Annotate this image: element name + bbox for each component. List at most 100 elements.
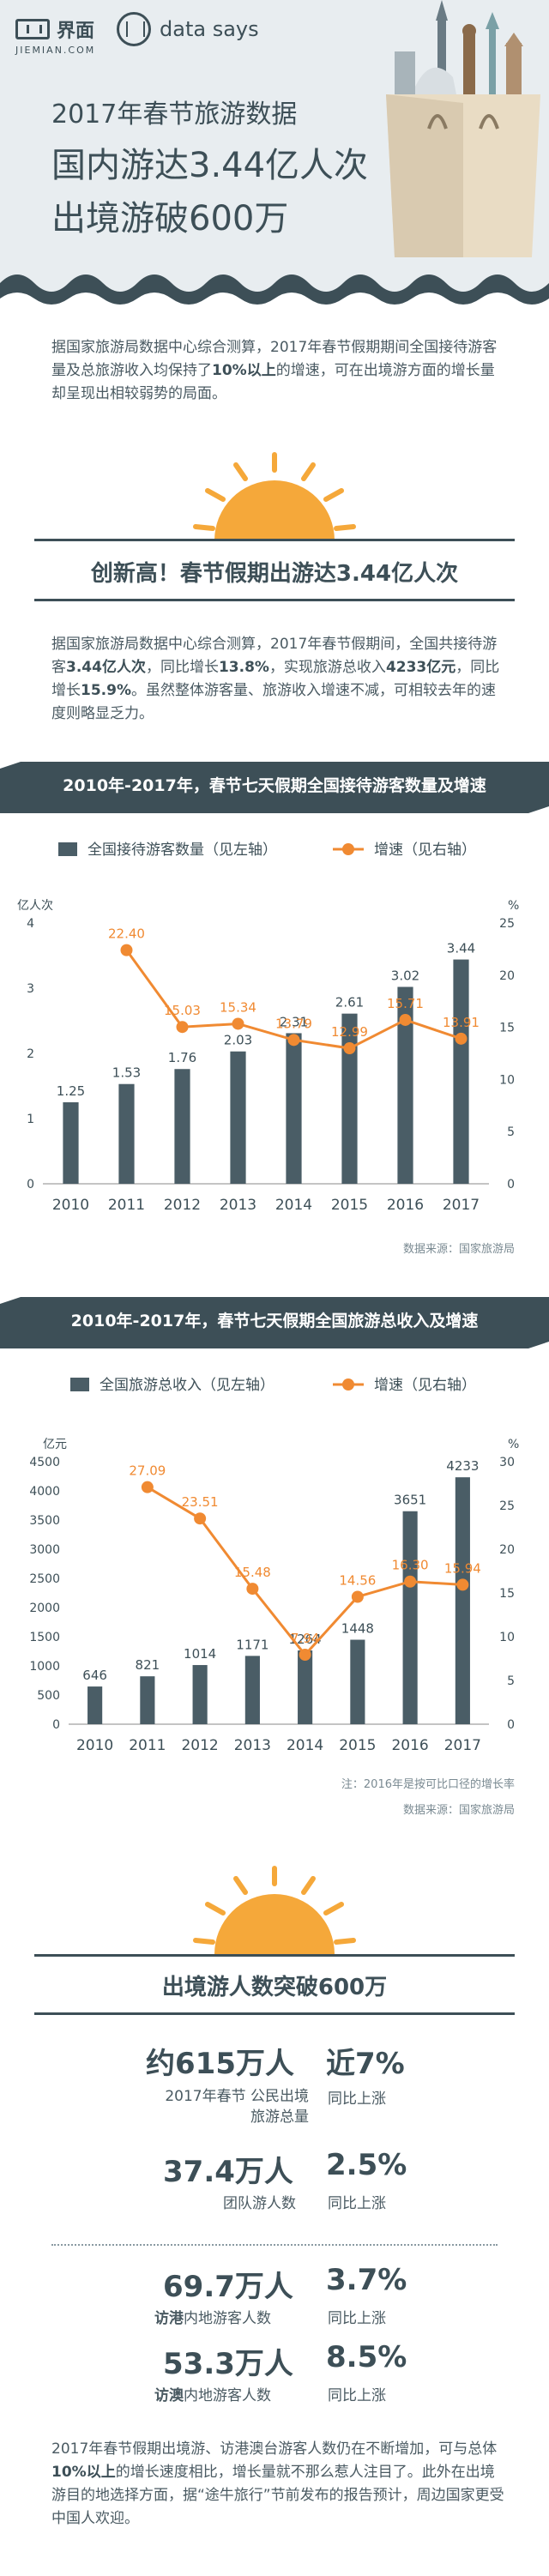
y-right-tick-label: 25 <box>499 1499 515 1513</box>
bar <box>453 959 469 1184</box>
stat-hk-total: 69.7万人 <box>163 2270 293 2304</box>
y-tick-label: 4000 <box>29 1485 60 1499</box>
y-right-tick-label: 10 <box>499 1631 515 1644</box>
headline-top-line <box>34 539 515 541</box>
y-axis-label: 亿人次 <box>17 899 53 913</box>
stat-outbound-total: 约615万人 <box>146 2047 294 2081</box>
growth-point <box>232 1017 244 1030</box>
sun-icon-2 <box>193 1866 356 1954</box>
stat-group-label: 团队游人数 <box>223 2195 296 2212</box>
growth-point <box>456 1578 469 1591</box>
x-tick-label: 2017 <box>444 1737 481 1754</box>
bar <box>174 1069 190 1184</box>
x-tick-label: 2016 <box>387 1197 424 1214</box>
y-tick-label: 2500 <box>29 1572 60 1586</box>
stat-hk-label-bold: 访港 <box>154 2310 184 2327</box>
x-tick-label: 2015 <box>331 1197 368 1214</box>
y-axis-right-label: % <box>508 899 519 913</box>
growth-point <box>176 1021 189 1034</box>
headline2-bottom-line <box>34 2012 515 2015</box>
bar-value-label: 821 <box>136 1657 160 1673</box>
intro-text: 据国家旅游局数据中心综合测算，2017年春节假期期间全国接待游客量及总旅游收入均… <box>51 339 498 379</box>
x-tick-label: 2014 <box>287 1737 323 1754</box>
data-says-label: data says <box>160 17 259 41</box>
s1-revenue: 4233亿元 <box>385 659 456 676</box>
y-tick-label: 0 <box>52 1718 60 1732</box>
intro-highlight: 10%以上 <box>212 362 276 379</box>
chart2-banner-bg <box>0 1297 549 1348</box>
stat-outbound-pct-label: 同比上涨 <box>328 2090 386 2108</box>
bar-value-label: 2.31 <box>280 1014 308 1029</box>
y-right-tick-label: 0 <box>507 1178 515 1191</box>
growth-value-label: 7.94 <box>291 1631 319 1646</box>
y-right-tick-label: 30 <box>499 1456 515 1469</box>
x-tick-label: 2010 <box>52 1197 89 1214</box>
bar-value-label: 1014 <box>184 1646 216 1662</box>
growth-point <box>194 1512 207 1525</box>
section1-headline: 创新高！春节假期出游达3.44亿人次 <box>90 561 459 587</box>
y-tick-label: 4500 <box>29 1456 60 1469</box>
bar-value-label: 1.25 <box>57 1083 85 1099</box>
growth-value-label: 15.34 <box>220 999 256 1015</box>
bar-value-label: 3.02 <box>391 968 419 983</box>
growth-value-label: 13.79 <box>275 1016 312 1031</box>
y-tick-label: 0 <box>27 1178 34 1191</box>
outro-paragraph: 2017年春节假期出境游、访港澳台游客人数仍在不断增加，可与总体 10%以上的增长… <box>51 2438 506 2531</box>
bar-value-label: 3.44 <box>447 941 475 956</box>
stat-macau-pct-label: 同比上涨 <box>328 2387 386 2404</box>
bar <box>402 1511 418 1724</box>
section2-headline: 出境游人数突破600万 <box>161 1975 388 2000</box>
bar <box>244 1656 260 1724</box>
x-tick-label: 2010 <box>76 1737 113 1754</box>
growth-point <box>287 1034 300 1047</box>
legend-line-label: 增速（见右轴） <box>374 842 476 859</box>
s1-revenue-growth: 15.9% <box>81 682 131 699</box>
bar-value-label: 2.03 <box>224 1033 252 1048</box>
growth-value-label: 22.40 <box>108 926 145 942</box>
bar <box>298 1650 313 1724</box>
legend-bar-swatch <box>70 1378 89 1391</box>
growth-point <box>120 944 133 956</box>
stat-macau-pct: 8.5% <box>326 2340 407 2374</box>
x-tick-label: 2017 <box>443 1197 480 1214</box>
outro-text-c: 的增长速度相比，增长量就不那么惹人注目了。此外在出境游目的地选择方面，据“途牛旅… <box>51 2464 504 2527</box>
section1-paragraph: 据国家旅游局数据中心综合测算，2017年春节假期间，全国共接待游客3.44亿人次… <box>51 633 506 726</box>
y-tick-label: 3500 <box>29 1514 60 1528</box>
s1-text-i: 。虽然整体游客量、旅游收入增速不减，可相较去年的速度则略显乏力。 <box>51 682 496 722</box>
growth-value-label: 15.94 <box>444 1560 481 1576</box>
bar <box>192 1665 208 1724</box>
bar <box>63 1102 79 1184</box>
legend-line-label: 增速（见右轴） <box>374 1377 476 1394</box>
y-tick-label: 2000 <box>29 1602 60 1615</box>
bar <box>455 1477 470 1724</box>
y-right-tick-label: 15 <box>499 1022 515 1035</box>
bar-value-label: 1448 <box>341 1621 374 1637</box>
growth-point <box>399 1013 412 1026</box>
x-tick-label: 2015 <box>339 1737 376 1754</box>
growth-value-label: 15.48 <box>234 1565 271 1580</box>
growth-value-label: 16.30 <box>392 1558 429 1573</box>
stat-group-total: 37.4万人 <box>163 2155 293 2189</box>
chart1-banner-bg <box>0 762 549 813</box>
growth-point <box>343 1042 356 1055</box>
stat-hk-label: 访港内地游客人数 <box>154 2306 271 2327</box>
growth-value-label: 13.91 <box>443 1015 480 1030</box>
x-tick-label: 2011 <box>129 1737 166 1754</box>
y-right-tick-label: 10 <box>499 1073 515 1087</box>
headline-bottom-line <box>34 599 515 601</box>
legend-line-marker <box>342 843 354 855</box>
stats-divider <box>51 2244 498 2246</box>
header-waves <box>0 274 549 309</box>
bar-value-label: 2.61 <box>335 995 364 1010</box>
y-right-tick-label: 15 <box>499 1587 515 1601</box>
y-right-tick-label: 5 <box>507 1674 515 1688</box>
bar-value-label: 1.53 <box>112 1065 141 1081</box>
growth-point <box>455 1032 468 1045</box>
growth-value-label: 23.51 <box>182 1494 219 1510</box>
bar <box>350 1639 365 1724</box>
y-right-tick-label: 5 <box>507 1125 515 1139</box>
growth-value-label: 12.99 <box>331 1024 368 1040</box>
y-tick-label: 4 <box>27 917 34 931</box>
jiemian-logo: 界面 <box>15 15 94 43</box>
